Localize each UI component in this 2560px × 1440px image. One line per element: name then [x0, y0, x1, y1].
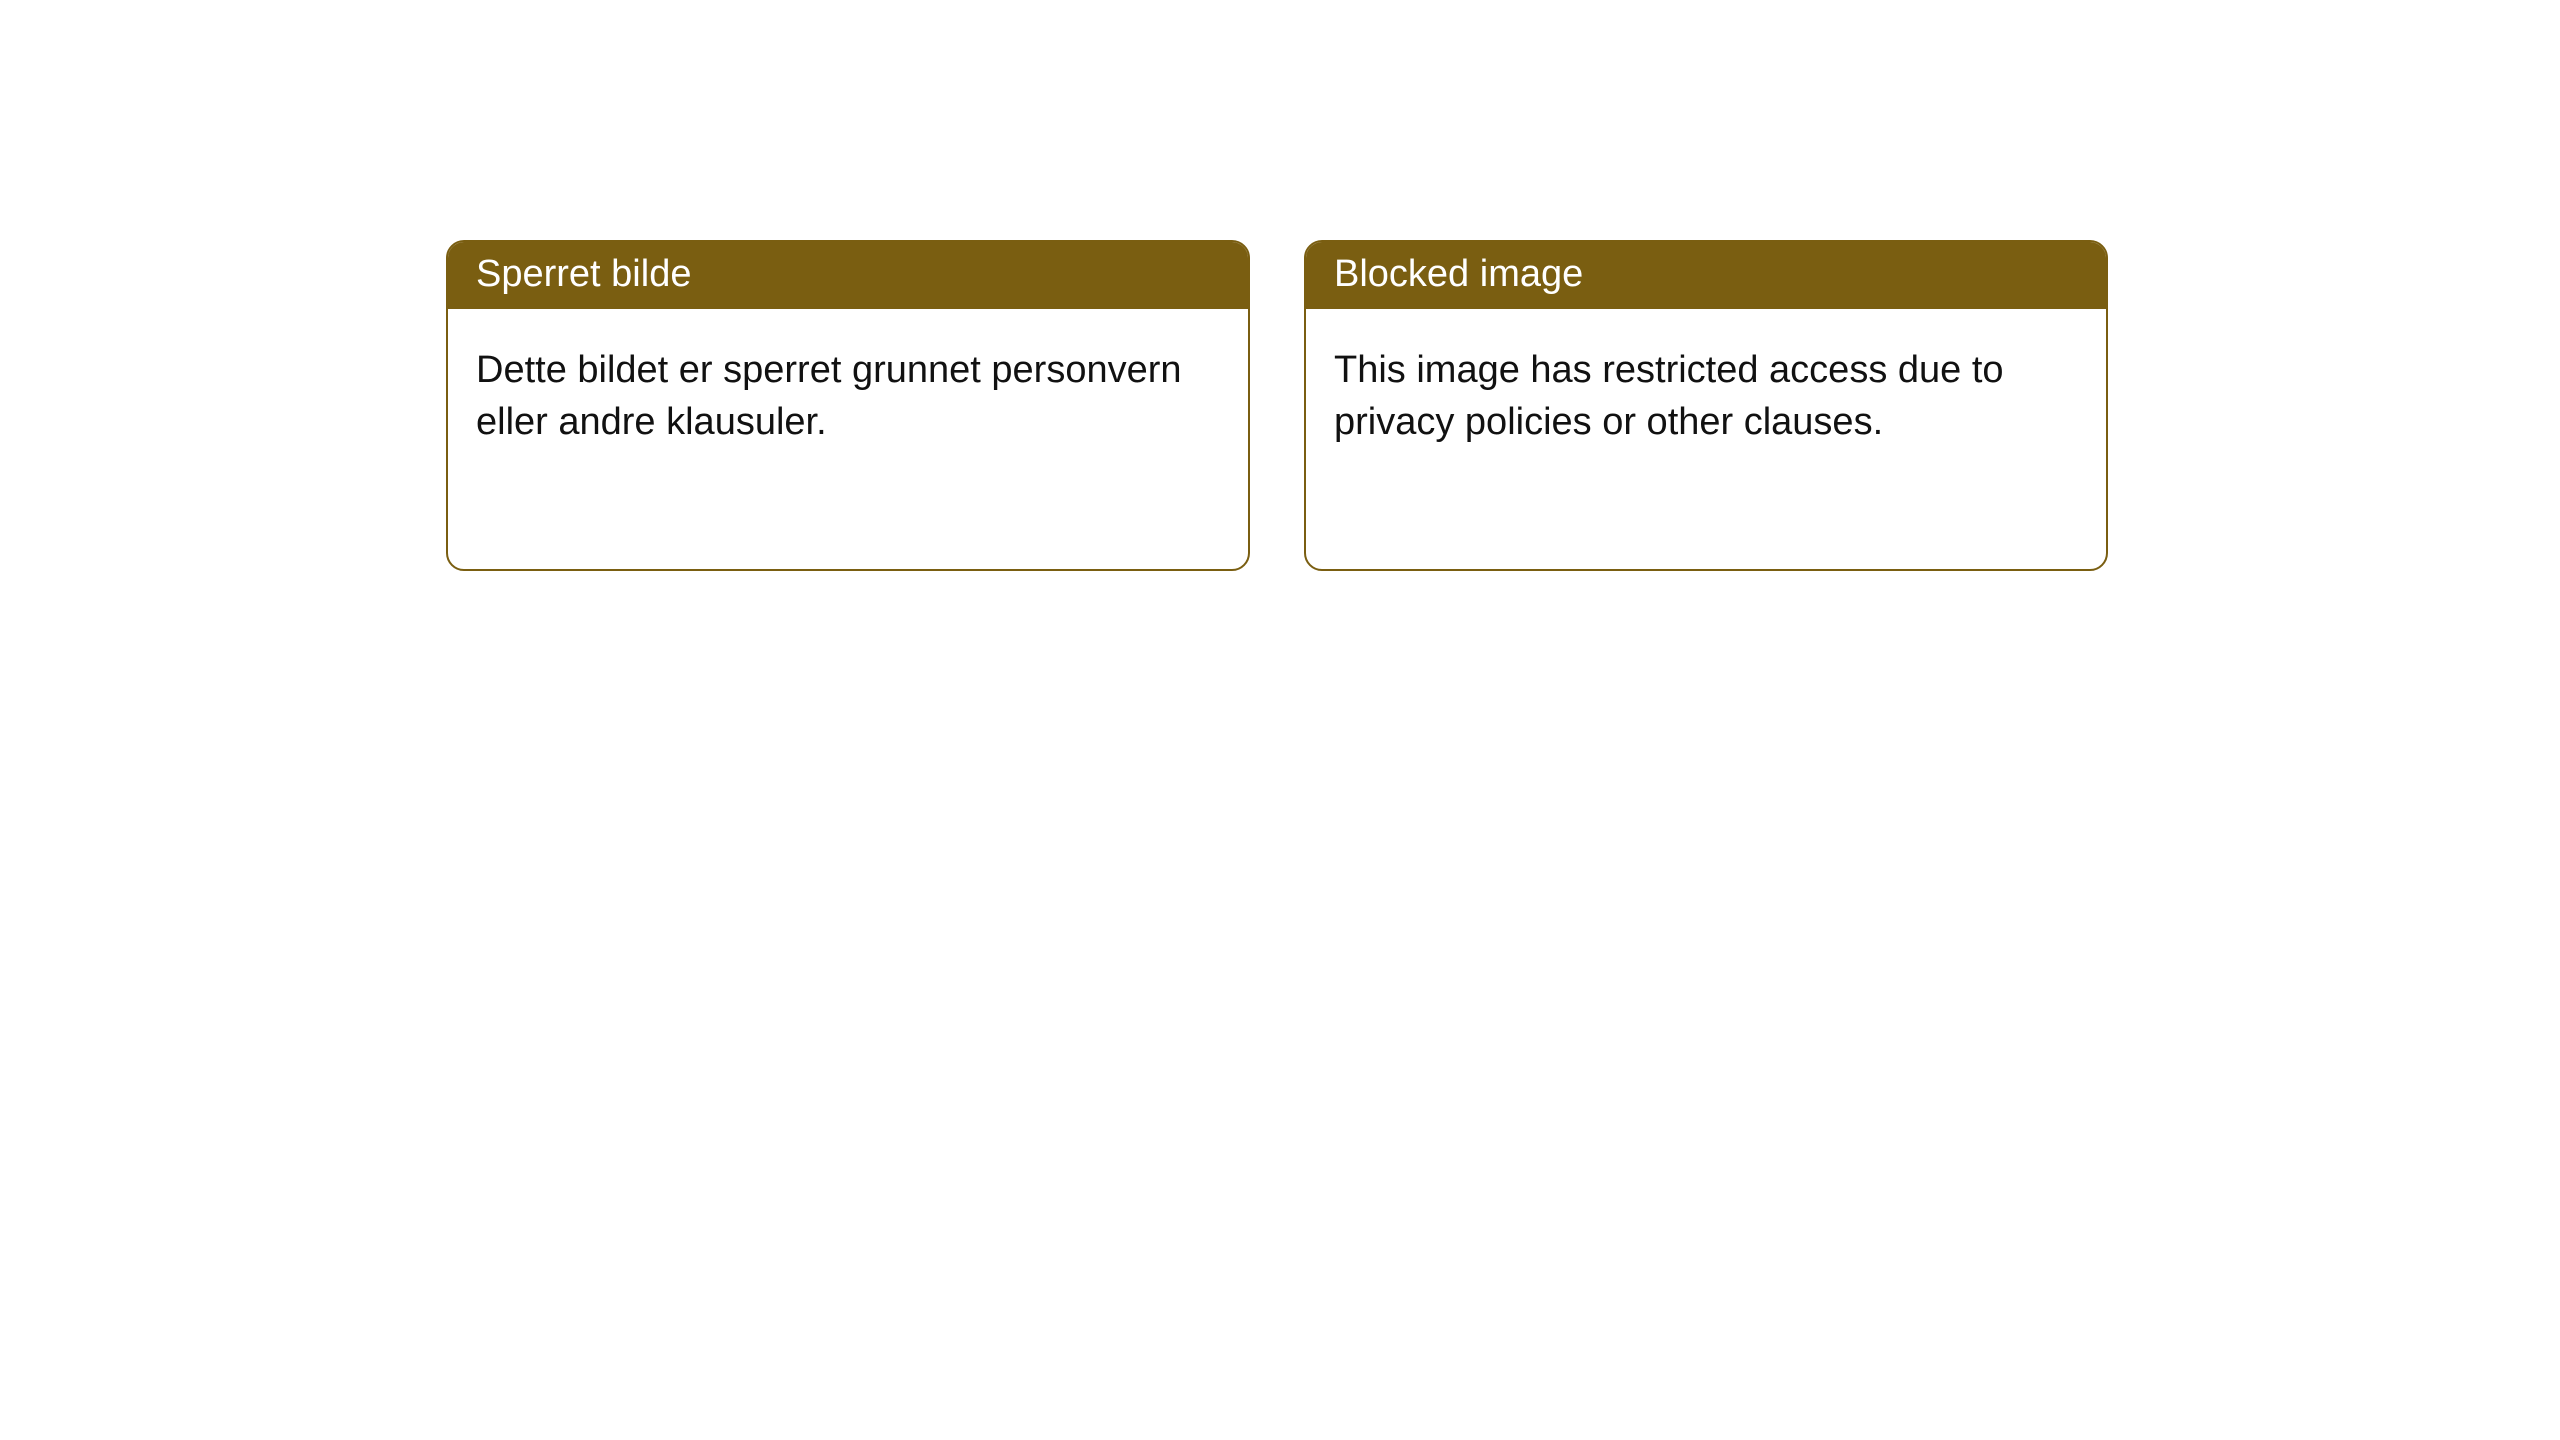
notice-body-norwegian: Dette bildet er sperret grunnet personve… [448, 309, 1248, 569]
notice-title-english: Blocked image [1306, 242, 2106, 309]
notice-card-norwegian: Sperret bilde Dette bildet er sperret gr… [446, 240, 1250, 571]
notice-body-english: This image has restricted access due to … [1306, 309, 2106, 569]
notice-card-english: Blocked image This image has restricted … [1304, 240, 2108, 571]
notice-title-norwegian: Sperret bilde [448, 242, 1248, 309]
notice-container: Sperret bilde Dette bildet er sperret gr… [0, 0, 2560, 571]
